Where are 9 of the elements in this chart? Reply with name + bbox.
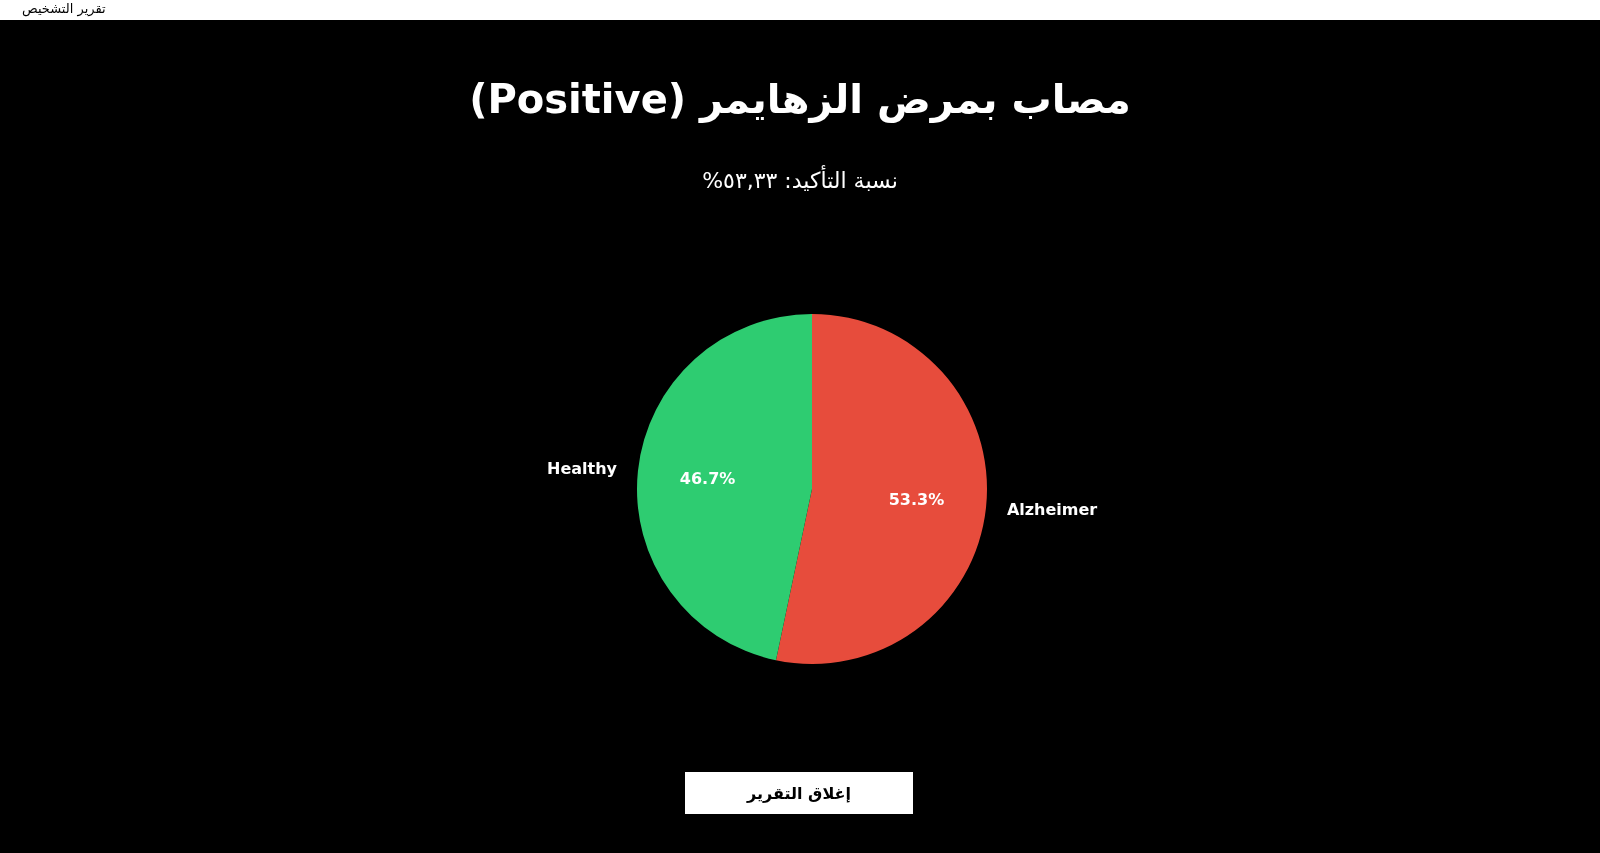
close-button: إغلاق التقرير — [685, 772, 913, 814]
slice-label: Alzheimer — [1006, 499, 1098, 519]
text: تقرير التشخيص — [22, 1, 106, 16]
pie-slice — [775, 314, 987, 664]
slice-label: Healthy — [547, 459, 618, 479]
chart-title: مصاب بمرض الزهايمر (Positive) — [468, 76, 1132, 122]
data-label: 46.7% — [679, 468, 736, 488]
pie-slice — [637, 314, 812, 661]
data-label: 53.3% — [888, 490, 945, 510]
